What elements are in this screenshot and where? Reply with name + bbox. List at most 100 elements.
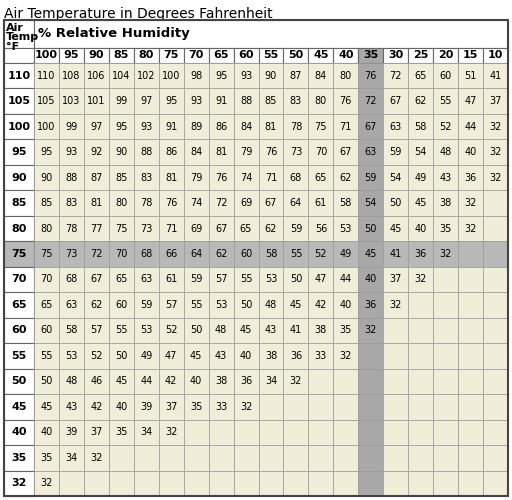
Bar bbox=[333, 48, 358, 63]
Bar bbox=[134, 190, 159, 216]
Text: 72: 72 bbox=[365, 96, 377, 106]
Bar bbox=[4, 394, 34, 419]
Bar bbox=[284, 292, 308, 318]
Text: 50: 50 bbox=[40, 376, 53, 386]
Text: 70: 70 bbox=[115, 249, 127, 259]
Text: 52: 52 bbox=[439, 122, 452, 132]
Text: 55: 55 bbox=[439, 96, 452, 106]
Bar bbox=[84, 318, 109, 343]
Bar bbox=[358, 445, 383, 470]
Text: 60: 60 bbox=[40, 326, 53, 336]
Bar bbox=[333, 394, 358, 419]
Text: 32: 32 bbox=[365, 326, 377, 336]
Bar bbox=[4, 48, 34, 63]
Bar bbox=[333, 216, 358, 242]
Bar bbox=[233, 267, 259, 292]
Text: 50: 50 bbox=[290, 274, 302, 284]
Bar bbox=[383, 292, 408, 318]
Text: 67: 67 bbox=[90, 274, 102, 284]
Text: 89: 89 bbox=[190, 122, 202, 132]
Text: 57: 57 bbox=[90, 326, 102, 336]
Bar bbox=[233, 470, 259, 496]
Text: 48: 48 bbox=[66, 376, 77, 386]
Text: 99: 99 bbox=[115, 96, 127, 106]
Bar bbox=[284, 165, 308, 190]
Bar bbox=[284, 470, 308, 496]
Bar bbox=[308, 394, 333, 419]
Bar bbox=[84, 190, 109, 216]
Text: 65: 65 bbox=[214, 50, 229, 60]
Bar bbox=[4, 420, 34, 445]
Bar bbox=[184, 88, 208, 114]
Text: 58: 58 bbox=[415, 122, 427, 132]
Bar bbox=[333, 63, 358, 88]
Bar bbox=[308, 445, 333, 470]
Bar bbox=[333, 368, 358, 394]
Bar bbox=[458, 368, 483, 394]
Bar bbox=[284, 368, 308, 394]
Bar bbox=[433, 88, 458, 114]
Bar bbox=[458, 114, 483, 140]
Text: 53: 53 bbox=[339, 224, 352, 234]
Bar bbox=[358, 48, 383, 63]
Bar bbox=[259, 140, 284, 165]
Text: 72: 72 bbox=[390, 70, 402, 81]
Bar bbox=[109, 216, 134, 242]
Bar bbox=[333, 292, 358, 318]
Text: 108: 108 bbox=[62, 70, 80, 81]
Bar bbox=[284, 88, 308, 114]
Text: 80: 80 bbox=[315, 96, 327, 106]
Text: 49: 49 bbox=[140, 351, 153, 361]
Bar bbox=[34, 368, 59, 394]
Bar bbox=[233, 190, 259, 216]
Bar bbox=[208, 292, 233, 318]
Text: 81: 81 bbox=[215, 147, 227, 157]
Bar bbox=[308, 63, 333, 88]
Bar bbox=[383, 343, 408, 368]
Bar bbox=[4, 165, 34, 190]
Text: Air: Air bbox=[6, 23, 24, 33]
Text: 32: 32 bbox=[489, 172, 502, 182]
Text: 95: 95 bbox=[115, 122, 127, 132]
Text: 59: 59 bbox=[390, 147, 402, 157]
Bar bbox=[308, 190, 333, 216]
Bar bbox=[159, 368, 184, 394]
Bar bbox=[433, 470, 458, 496]
Text: 41: 41 bbox=[390, 249, 402, 259]
Text: 88: 88 bbox=[140, 147, 153, 157]
Text: 45: 45 bbox=[40, 402, 53, 412]
Bar bbox=[284, 318, 308, 343]
Bar bbox=[208, 216, 233, 242]
Bar bbox=[184, 267, 208, 292]
Text: 90: 90 bbox=[11, 172, 27, 182]
Text: 106: 106 bbox=[87, 70, 105, 81]
Text: 40: 40 bbox=[115, 402, 127, 412]
Text: 36: 36 bbox=[290, 351, 302, 361]
Text: 32: 32 bbox=[90, 453, 102, 463]
Text: 81: 81 bbox=[90, 198, 102, 208]
Bar bbox=[59, 63, 84, 88]
Bar bbox=[34, 292, 59, 318]
Text: 80: 80 bbox=[11, 224, 27, 234]
Text: 85: 85 bbox=[265, 96, 277, 106]
Text: 95: 95 bbox=[11, 147, 27, 157]
Text: 40: 40 bbox=[240, 351, 252, 361]
Bar bbox=[308, 140, 333, 165]
Text: 70: 70 bbox=[188, 50, 204, 60]
Bar bbox=[34, 165, 59, 190]
Bar bbox=[458, 318, 483, 343]
Text: 39: 39 bbox=[140, 402, 153, 412]
Text: 55: 55 bbox=[240, 274, 252, 284]
Text: 68: 68 bbox=[66, 274, 77, 284]
Text: 45: 45 bbox=[115, 376, 127, 386]
Bar bbox=[184, 445, 208, 470]
Bar bbox=[333, 343, 358, 368]
Text: 32: 32 bbox=[439, 249, 452, 259]
Text: 95: 95 bbox=[40, 147, 53, 157]
Bar bbox=[383, 140, 408, 165]
Text: 45: 45 bbox=[390, 224, 402, 234]
Text: 56: 56 bbox=[315, 224, 327, 234]
Text: 36: 36 bbox=[415, 249, 427, 259]
Bar bbox=[109, 48, 134, 63]
Bar bbox=[433, 114, 458, 140]
